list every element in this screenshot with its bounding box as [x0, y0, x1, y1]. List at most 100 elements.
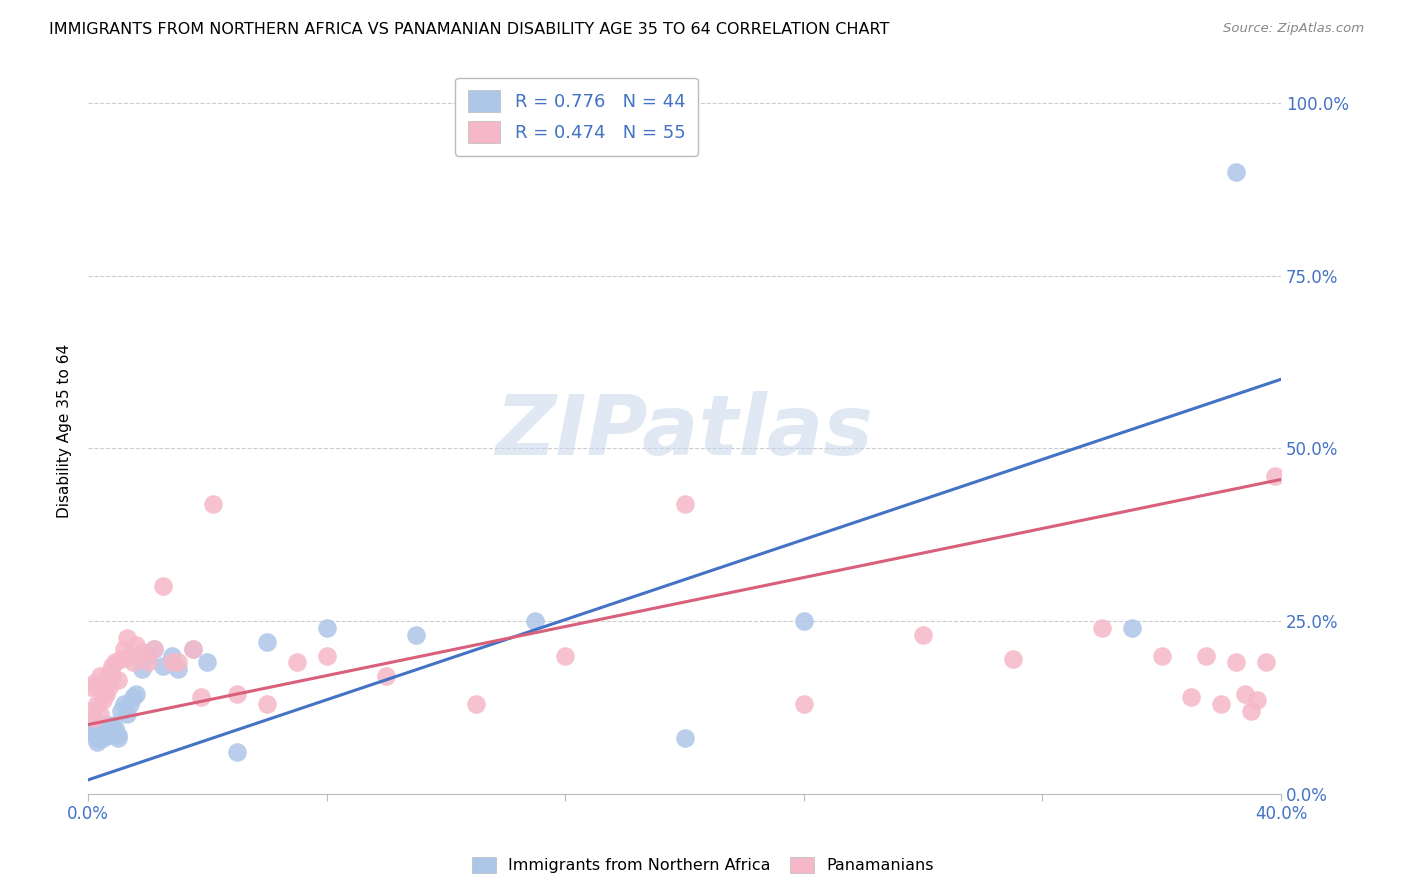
Point: [94, 676, 117, 690]
Point: [152, 579, 174, 593]
Point: [256, 697, 278, 711]
Point: [101, 659, 124, 673]
Point: [89, 731, 111, 746]
Point: [1234, 687, 1257, 701]
Point: [1180, 690, 1202, 704]
Point: [1225, 656, 1247, 670]
Point: [112, 697, 135, 711]
Point: [98, 665, 121, 680]
Point: [80, 717, 103, 731]
Point: [1254, 656, 1277, 670]
Point: [115, 632, 138, 646]
Point: [673, 497, 696, 511]
Point: [98, 728, 121, 742]
Point: [136, 656, 159, 670]
Point: [181, 641, 204, 656]
Point: [160, 648, 183, 663]
Text: IMMIGRANTS FROM NORTHERN AFRICA VS PANAMANIAN DISABILITY AGE 35 TO 64 CORRELATIO: IMMIGRANTS FROM NORTHERN AFRICA VS PANAM…: [49, 22, 890, 37]
Point: [89, 669, 111, 683]
Text: Source: ZipAtlas.com: Source: ZipAtlas.com: [1223, 22, 1364, 36]
Text: ZIPatlas: ZIPatlas: [496, 391, 873, 472]
Point: [160, 656, 183, 670]
Point: [152, 659, 174, 673]
Point: [83, 711, 105, 725]
Point: [315, 621, 337, 635]
Point: [1240, 704, 1263, 718]
Point: [202, 497, 225, 511]
Point: [142, 641, 165, 656]
Point: [1246, 693, 1268, 707]
Point: [91, 721, 114, 735]
Point: [125, 638, 148, 652]
Point: [91, 693, 114, 707]
Legend: R = 0.776   N = 44, R = 0.474   N = 55: R = 0.776 N = 44, R = 0.474 N = 55: [456, 78, 697, 156]
Point: [107, 728, 129, 742]
Point: [197, 656, 219, 670]
Legend: Immigrants from Northern Africa, Panamanians: Immigrants from Northern Africa, Panaman…: [465, 850, 941, 880]
Point: [673, 731, 696, 746]
Point: [190, 690, 212, 704]
Point: [89, 707, 111, 722]
Point: [115, 707, 138, 722]
Point: [226, 745, 249, 759]
Point: [104, 656, 127, 670]
Point: [107, 731, 129, 746]
Point: [1001, 652, 1024, 666]
Point: [256, 634, 278, 648]
Point: [98, 680, 121, 694]
Point: [131, 645, 153, 659]
Point: [98, 724, 121, 739]
Point: [83, 724, 105, 739]
Point: [122, 656, 145, 670]
Point: [1121, 621, 1143, 635]
Point: [101, 717, 124, 731]
Point: [110, 652, 132, 666]
Point: [793, 614, 815, 628]
Point: [91, 731, 114, 746]
Point: [89, 717, 111, 731]
Point: [107, 673, 129, 687]
Point: [125, 687, 148, 701]
Point: [101, 669, 124, 683]
Point: [315, 648, 337, 663]
Point: [112, 641, 135, 656]
Point: [1211, 697, 1233, 711]
Point: [104, 721, 127, 735]
Point: [110, 704, 132, 718]
Point: [86, 731, 108, 746]
Point: [554, 648, 576, 663]
Point: [80, 704, 103, 718]
Point: [793, 697, 815, 711]
Point: [89, 728, 111, 742]
Point: [1150, 648, 1173, 663]
Y-axis label: Disability Age 35 to 64: Disability Age 35 to 64: [58, 344, 72, 518]
Point: [86, 721, 108, 735]
Point: [94, 728, 117, 742]
Point: [91, 687, 114, 701]
Point: [86, 735, 108, 749]
Point: [131, 662, 153, 676]
Point: [166, 662, 188, 676]
Point: [166, 656, 188, 670]
Point: [181, 641, 204, 656]
Point: [83, 676, 105, 690]
Point: [405, 628, 427, 642]
Point: [1091, 621, 1114, 635]
Point: [122, 690, 145, 704]
Point: [86, 680, 108, 694]
Point: [94, 687, 117, 701]
Point: [83, 728, 105, 742]
Point: [285, 656, 308, 670]
Point: [94, 717, 117, 731]
Point: [375, 669, 398, 683]
Point: [118, 648, 141, 663]
Point: [118, 697, 141, 711]
Point: [912, 628, 935, 642]
Point: [464, 697, 486, 711]
Point: [524, 614, 547, 628]
Point: [142, 641, 165, 656]
Point: [1225, 165, 1247, 179]
Point: [80, 680, 103, 694]
Point: [101, 728, 124, 742]
Point: [136, 648, 159, 663]
